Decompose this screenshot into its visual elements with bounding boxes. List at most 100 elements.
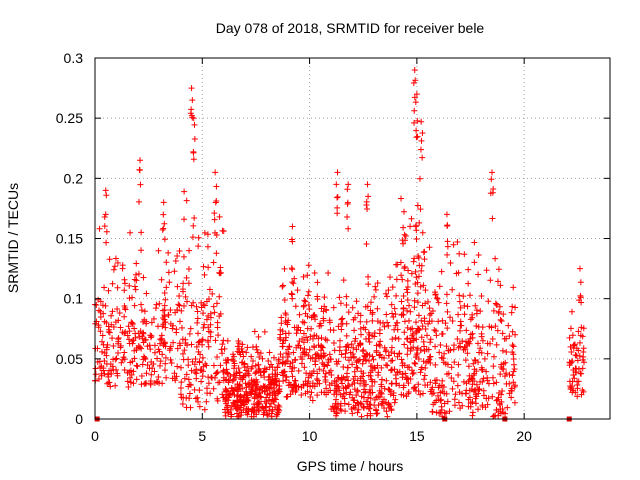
data-point	[312, 361, 319, 368]
data-point	[109, 335, 116, 342]
data-point	[186, 395, 193, 402]
data-point	[344, 200, 351, 207]
data-point	[241, 372, 248, 379]
data-point	[372, 286, 379, 293]
data-point	[357, 380, 364, 387]
data-point	[157, 358, 164, 365]
data-point	[209, 374, 215, 381]
data-point	[93, 301, 100, 308]
data-point	[334, 204, 341, 211]
data-point	[444, 251, 451, 258]
data-point	[437, 397, 444, 404]
data-point	[371, 333, 378, 340]
data-point	[110, 343, 117, 350]
data-point	[121, 356, 128, 363]
data-point	[256, 354, 263, 361]
data-point	[234, 343, 241, 350]
data-point	[398, 195, 405, 202]
data-point	[327, 356, 334, 363]
data-point	[116, 310, 123, 317]
data-point	[433, 294, 440, 301]
data-point	[135, 198, 142, 205]
data-point	[240, 353, 247, 360]
data-point	[255, 406, 262, 413]
data-point	[425, 320, 432, 327]
data-point	[121, 276, 128, 283]
data-point	[411, 297, 418, 304]
data-point	[183, 197, 190, 204]
data-point	[485, 298, 492, 305]
data-point	[419, 129, 426, 136]
data-point	[393, 276, 400, 283]
data-point	[141, 308, 148, 315]
data-point	[456, 298, 463, 305]
data-point	[489, 335, 496, 342]
data-point	[324, 362, 331, 369]
data-point	[343, 302, 350, 309]
data-point	[508, 394, 515, 401]
data-point	[378, 400, 385, 407]
data-point	[413, 329, 420, 336]
data-point	[269, 364, 276, 371]
data-point	[439, 317, 446, 324]
data-point	[512, 304, 519, 311]
data-point	[126, 328, 133, 335]
data-point	[292, 303, 299, 310]
data-point	[289, 266, 296, 273]
data-point	[165, 269, 172, 276]
data-point	[487, 277, 494, 284]
data-point	[199, 341, 206, 348]
data-point	[290, 280, 297, 287]
data-point	[265, 396, 272, 403]
data-point	[148, 371, 155, 378]
data-point	[396, 382, 403, 389]
data-point	[171, 268, 178, 275]
data-point	[196, 338, 203, 345]
data-point	[500, 366, 507, 373]
data-point	[220, 368, 227, 375]
data-point	[511, 383, 518, 390]
data-point	[140, 274, 147, 281]
data-point	[148, 333, 155, 340]
data-point	[278, 320, 285, 327]
y-tick-label: 0.25	[56, 110, 83, 126]
data-point	[384, 319, 391, 326]
data-point	[114, 349, 121, 356]
data-point	[422, 326, 429, 333]
data-point	[166, 279, 173, 286]
data-point	[334, 194, 341, 201]
data-point	[176, 318, 183, 325]
data-point	[359, 348, 366, 355]
data-point	[125, 323, 132, 330]
data-point	[508, 309, 515, 316]
data-point	[174, 253, 181, 260]
data-point	[444, 308, 451, 315]
data-point	[477, 345, 484, 352]
data-point	[107, 383, 114, 390]
data-point	[216, 213, 223, 220]
data-point	[451, 359, 458, 366]
data-point	[343, 373, 350, 380]
data-point	[495, 408, 502, 415]
data-point	[163, 284, 170, 291]
data-point	[178, 307, 185, 314]
data-point	[408, 270, 415, 277]
data-point	[124, 332, 131, 339]
data-point	[434, 295, 441, 302]
data-point	[237, 351, 244, 358]
data-point	[289, 359, 296, 366]
data-point	[157, 336, 164, 343]
data-point	[221, 345, 228, 352]
data-point	[155, 373, 162, 380]
data-point	[213, 370, 220, 377]
data-point	[234, 397, 241, 404]
data-point	[344, 383, 351, 390]
data-point	[103, 344, 110, 351]
data-point	[213, 198, 220, 205]
data-point	[345, 401, 352, 408]
data-point	[345, 181, 352, 188]
data-point	[575, 347, 582, 354]
data-point	[469, 399, 476, 406]
data-point	[339, 393, 346, 400]
data-point	[478, 349, 485, 356]
